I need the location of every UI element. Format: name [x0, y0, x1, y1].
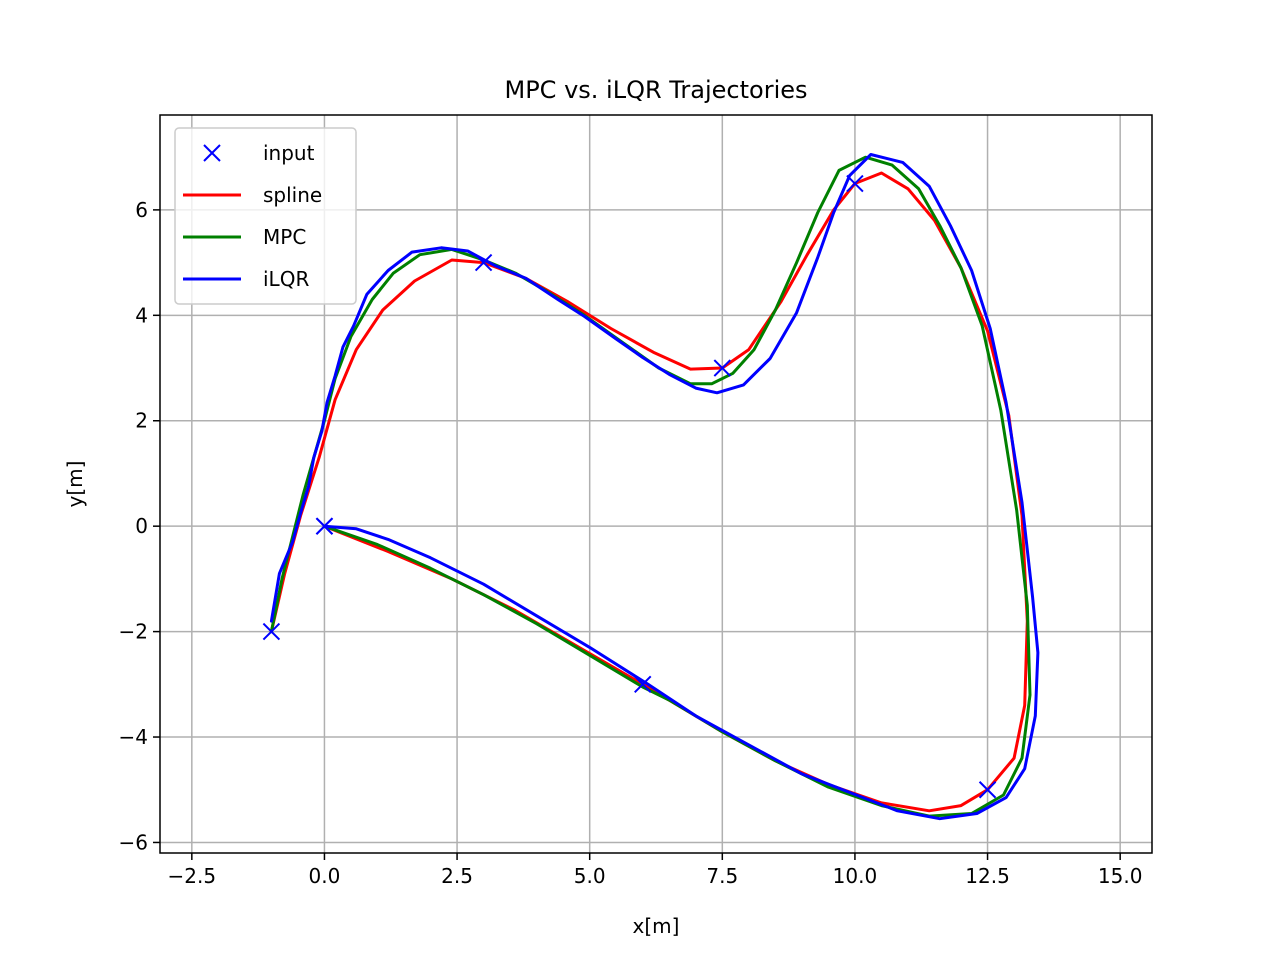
input-marker — [262, 622, 281, 641]
x-tick-label: 10.0 — [833, 864, 878, 888]
legend-item-ilqr: iLQR — [183, 267, 309, 291]
grid — [160, 115, 1152, 853]
y-tick-label: 0 — [135, 514, 148, 538]
legend-label: iLQR — [263, 267, 309, 291]
y-tick-label: 2 — [135, 409, 148, 433]
chart-title: MPC vs. iLQR Trajectories — [505, 76, 808, 104]
y-tick-label: 4 — [135, 303, 148, 327]
x-tick-label: 12.5 — [965, 864, 1010, 888]
axes-frame — [159, 114, 1153, 854]
series-line-ilqr — [269, 153, 1040, 821]
y-tick-label: −2 — [119, 620, 148, 644]
input-marker — [315, 517, 334, 535]
x-tick-label: 5.0 — [574, 864, 606, 888]
legend: input spline MPC iLQR — [174, 127, 357, 305]
series-input — [262, 174, 997, 799]
y-axis-label: y[m] — [63, 461, 87, 508]
legend-label: input — [263, 141, 315, 165]
x-axis-label: x[m] — [633, 914, 680, 938]
x-tick-label: −2.5 — [168, 864, 217, 888]
series-ilqr — [269, 153, 1040, 821]
input-marker — [474, 253, 493, 272]
input-marker — [634, 675, 652, 694]
legend-swatch — [203, 144, 221, 162]
series-layer — [262, 153, 1040, 821]
input-marker — [846, 174, 864, 193]
legend-item-spline: spline — [183, 183, 322, 207]
legend-label: MPC — [263, 225, 306, 249]
x-tick-label: 15.0 — [1098, 864, 1143, 888]
legend-item-mpc: MPC — [183, 225, 306, 249]
y-tick-label: −4 — [119, 725, 148, 749]
legend-box — [174, 127, 357, 305]
legend-item-input: input — [203, 141, 315, 165]
x-tick-label: 7.5 — [706, 864, 738, 888]
legend-label: spline — [263, 183, 322, 207]
ticks: −2.5 0.0 2.5 5.0 7.5 10.0 12.5 15.0 −6 −4 −2 0 2 4 6 — [119, 198, 1143, 888]
input-marker — [713, 359, 732, 377]
x-tick-label: 0.0 — [309, 864, 341, 888]
x-tick-label: 2.5 — [441, 864, 473, 888]
input-marker — [978, 781, 997, 799]
y-tick-label: −6 — [119, 830, 148, 854]
y-tick-label: 6 — [135, 198, 148, 222]
